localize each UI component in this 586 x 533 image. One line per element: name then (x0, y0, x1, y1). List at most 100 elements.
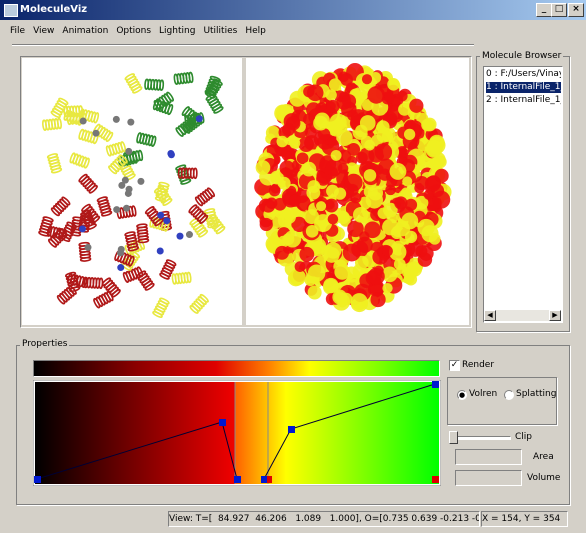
close-button[interactable]: × (568, 3, 584, 17)
ligand (79, 225, 87, 233)
atom (342, 243, 361, 262)
ligand (185, 231, 193, 239)
volren-radio[interactable]: ● (457, 390, 467, 400)
atom (382, 218, 399, 236)
atom (363, 169, 377, 182)
ligand (195, 115, 203, 123)
coil (189, 305, 199, 314)
clip-slider-thumb[interactable] (449, 431, 458, 444)
minimize-button[interactable]: _ (536, 3, 552, 17)
ligand (163, 217, 171, 225)
atom (289, 269, 306, 286)
menu-item[interactable]: Help (245, 26, 266, 36)
clip-label: Clip (515, 432, 532, 442)
atom (370, 291, 386, 308)
atom (394, 196, 408, 210)
atom (434, 168, 449, 183)
color-bar (33, 360, 440, 377)
coil (152, 310, 163, 318)
helix (136, 132, 157, 147)
ligand (125, 185, 133, 193)
list-item[interactable]: 2 : InternalFile_1_F:/ (486, 95, 561, 105)
atom (317, 128, 331, 141)
ligand (112, 115, 120, 123)
coil (48, 238, 58, 248)
coil (154, 218, 164, 227)
area-field (455, 449, 522, 465)
helix (108, 154, 128, 175)
splatting-radio[interactable] (504, 390, 514, 400)
status-view: View: T=[ 84.927 46.206 1.089 1.000], O=… (168, 511, 480, 527)
atom (389, 163, 407, 180)
atom (357, 147, 375, 165)
render-checkbox[interactable]: ✓ (449, 360, 460, 371)
coil (108, 165, 118, 175)
atom (323, 246, 340, 263)
coil (213, 106, 224, 114)
atom (404, 198, 418, 211)
coil (122, 271, 130, 283)
atom (373, 265, 384, 276)
menu-item[interactable]: Animation (62, 26, 109, 36)
coil (50, 167, 63, 174)
coil (182, 123, 191, 134)
menu-item[interactable]: File (10, 26, 26, 36)
coil (50, 207, 60, 217)
coil (154, 196, 167, 202)
atom (367, 86, 386, 104)
atom (354, 255, 369, 270)
splatting-label: Splatting (516, 389, 557, 399)
atom (307, 264, 326, 282)
atom (388, 243, 407, 261)
helix (42, 117, 62, 131)
atom (385, 184, 396, 196)
atom (303, 113, 316, 126)
properties-title: Properties (20, 339, 70, 349)
helix (56, 285, 77, 305)
menu-item[interactable]: Lighting (159, 26, 196, 36)
atom (361, 99, 374, 111)
helix (83, 276, 104, 290)
coil (175, 127, 184, 137)
list-item[interactable]: 1 : InternalFile_1_F:/ (486, 82, 561, 93)
ligand (117, 264, 125, 272)
menu-item[interactable]: Options (116, 26, 152, 36)
atom (336, 129, 353, 147)
coil (56, 294, 66, 305)
atom (276, 135, 289, 148)
mode-group (447, 377, 557, 425)
helix (136, 223, 150, 244)
maximize-button[interactable]: □ (551, 3, 567, 17)
helix (69, 152, 90, 169)
atom (276, 145, 288, 157)
atom (421, 118, 434, 132)
atom (327, 213, 339, 225)
coil (69, 231, 82, 237)
list-item[interactable]: 0 : F:/Users/Vinay/S (486, 69, 561, 79)
atom (330, 149, 342, 161)
atom (400, 187, 412, 199)
coil (144, 282, 155, 291)
h-scrollbar[interactable]: ◀ ▶ (484, 310, 561, 321)
helix (136, 270, 155, 291)
atom (277, 176, 291, 190)
atom (352, 207, 369, 223)
atom (338, 71, 349, 83)
coil (192, 167, 198, 180)
coil (63, 105, 69, 118)
atom (307, 285, 322, 300)
transfer-function[interactable] (33, 380, 441, 486)
atom (361, 74, 373, 85)
helix (124, 73, 143, 94)
atom (382, 283, 393, 294)
coil (207, 222, 219, 229)
helix (48, 227, 68, 248)
volume-label: Volume (527, 473, 561, 483)
menu-item[interactable]: Utilities (203, 26, 238, 36)
menu-item[interactable]: View (33, 26, 55, 36)
ribbon-view (22, 58, 242, 325)
atom (417, 252, 433, 267)
clip-slider-track (449, 436, 511, 440)
coil (83, 157, 90, 169)
